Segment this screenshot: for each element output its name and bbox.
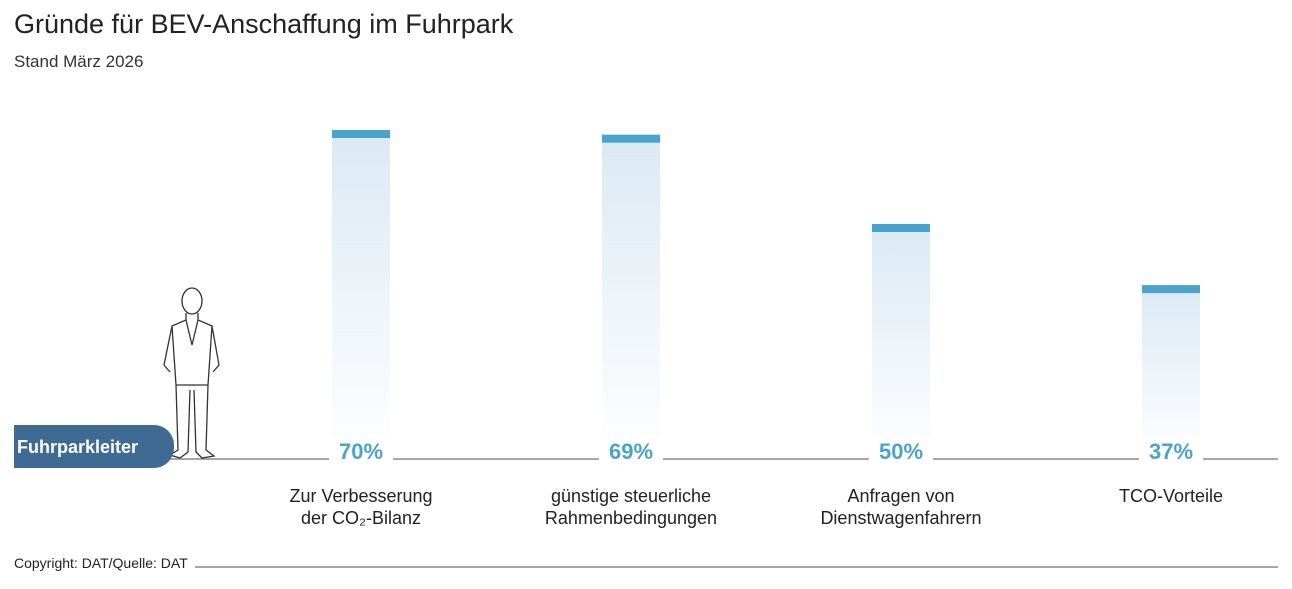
label-bg	[869, 437, 933, 465]
bar-cap	[332, 130, 390, 138]
value-label: 37%	[1149, 439, 1193, 464]
chart-subtitle: Stand März 2026	[14, 52, 143, 71]
value-label: 69%	[609, 439, 653, 464]
bar	[602, 134, 660, 459]
source: Copyright: DAT/Quelle: DAT	[14, 555, 188, 571]
bar	[872, 224, 930, 459]
category-label: TCO-Vorteile	[1118, 486, 1224, 506]
category-label: Zur Verbesserung der CO₂-Bilanz	[289, 486, 433, 528]
group-label: Fuhrparkleiter	[17, 437, 138, 457]
value-label: 70%	[339, 439, 383, 464]
label-bg	[599, 437, 663, 465]
chart-title: Gründe für BEV-Anschaffung im Fuhrpark	[14, 9, 514, 39]
person-icon	[163, 287, 220, 459]
bar	[332, 130, 390, 459]
group-label-bg	[14, 425, 44, 468]
group-label-bg	[14, 425, 174, 468]
bar	[1142, 285, 1200, 459]
label-bg	[1139, 437, 1203, 465]
label-bg	[329, 437, 393, 465]
bar-cap	[872, 224, 930, 232]
value-label: 50%	[879, 439, 923, 464]
category-label: günstige steuerliche Rahmenbedingungen	[544, 486, 718, 528]
bar-cap	[1142, 285, 1200, 294]
bar-cap	[602, 134, 660, 143]
category-label: Anfragen von Dienstwagenfahrern	[820, 486, 982, 528]
